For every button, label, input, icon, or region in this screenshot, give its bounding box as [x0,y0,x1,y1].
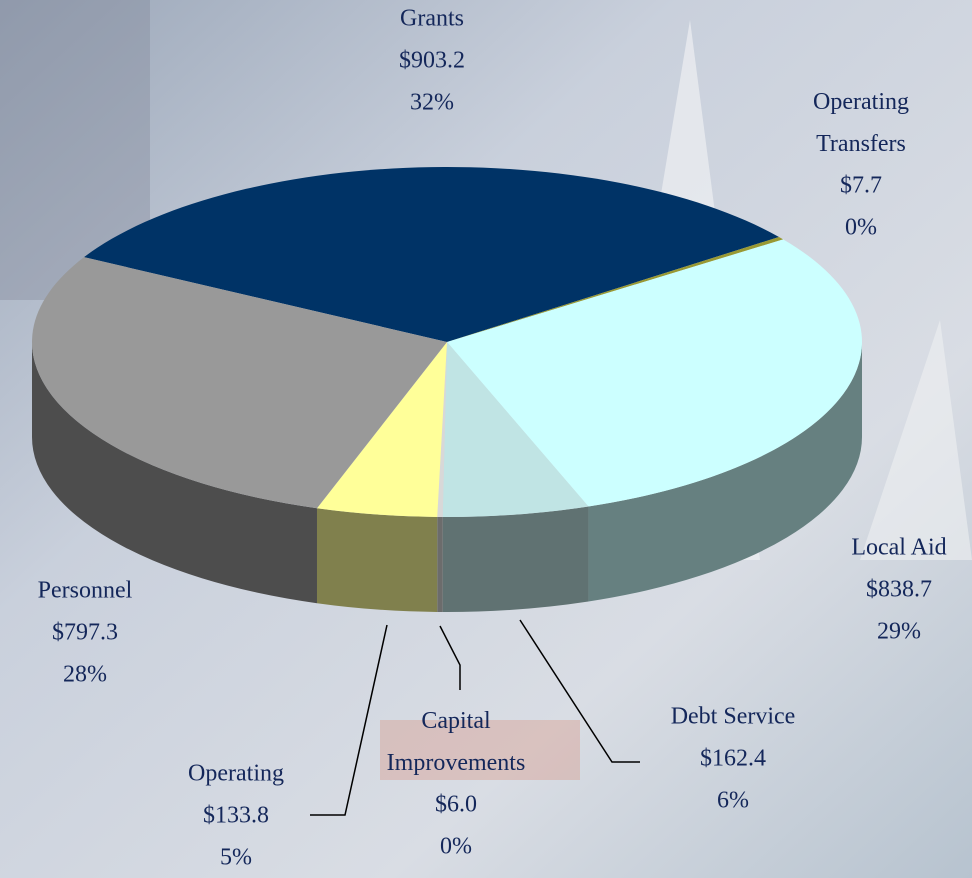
slice [447,236,784,342]
category-label: Capital Improvements [387,708,526,776]
value-label: $797.3 [52,620,118,646]
sides [32,342,862,612]
leader-line [519,619,640,763]
percent-label: 32% [410,90,454,116]
slice [437,342,447,517]
slice-side [316,508,438,612]
percent-label: 6% [717,788,749,814]
boat [380,720,580,780]
slice [316,342,447,517]
slice [442,342,589,517]
leader-line [439,625,461,690]
slice-side [437,516,443,612]
sail [860,320,972,560]
category-label: Local Aid [851,535,946,561]
leader-lines [310,619,640,816]
category-label: Grants [400,6,464,32]
value-label: $7.7 [840,173,882,199]
tops [31,167,862,517]
value-label: $162.4 [700,746,766,772]
slice-side [32,342,317,604]
category-label: Operating [188,761,284,787]
labels: Grants $903.2 32% Operating Transfers $7.7 0% L… [38,6,947,871]
value-label: $903.2 [399,48,465,74]
value-label: $6.0 [435,792,477,818]
percent-label: 0% [845,215,877,241]
percent-label: 28% [63,662,107,688]
value-label: $133.8 [203,803,269,829]
category-label: Debt Service [671,704,796,730]
slice [84,167,779,342]
slice-side [442,506,589,612]
slice [31,257,448,509]
percent-label: 29% [877,619,921,645]
category-label: Personnel [38,578,133,604]
category-label: Operating Transfers [813,89,909,157]
slice-side [588,342,862,602]
slice [447,239,862,507]
value-label: $838.7 [866,577,932,603]
percent-label: 0% [440,834,472,860]
leader-line [310,624,388,816]
percent-label: 5% [220,845,252,871]
